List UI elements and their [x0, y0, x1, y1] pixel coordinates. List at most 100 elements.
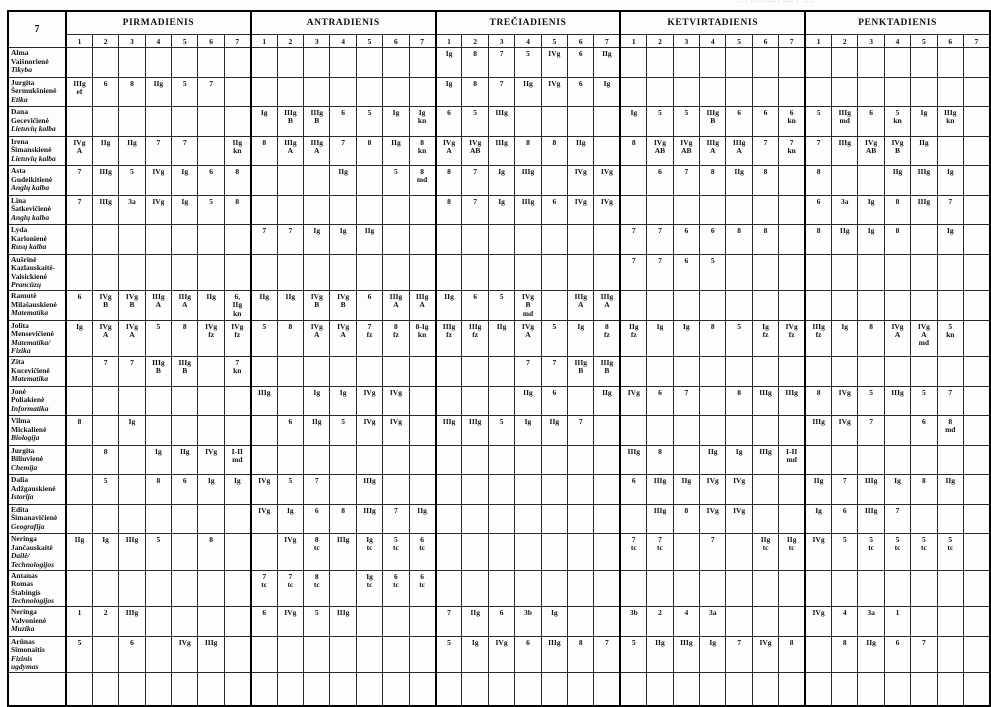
schedule-cell: 5: [487, 290, 516, 321]
schedule-cell: IIIg fz: [434, 319, 463, 357]
schedule-cell: 8 md: [408, 165, 437, 196]
schedule-cell: IIg: [567, 135, 595, 166]
schedule-cell: 8: [355, 135, 384, 166]
schedule-cell: [751, 194, 780, 225]
schedule-cell: [197, 253, 225, 291]
schedule-cell: 8: [197, 533, 225, 571]
teacher-name: Alma Vaišnorienė: [11, 48, 49, 66]
schedule-cell: [567, 533, 595, 571]
schedule-cell: IIIg: [197, 635, 225, 673]
schedule-cell: IIg: [408, 503, 437, 534]
teacher-name: Jonė Poliakienė: [11, 386, 45, 405]
schedule-cell: 8: [434, 194, 463, 225]
schedule-cell: [329, 194, 357, 225]
schedule-cell: 7: [567, 415, 595, 446]
period-header: 1: [804, 34, 833, 48]
schedule-cell: IVg A: [329, 319, 357, 357]
schedule-cell: 8: [831, 635, 859, 673]
schedule-cell: [936, 290, 964, 321]
schedule-cell: IVg fz: [778, 319, 806, 357]
schedule-cell: IIIg ef: [64, 76, 93, 107]
schedule-cell: IVg: [619, 385, 648, 416]
schedule-cell: [593, 474, 621, 505]
schedule-cell: [567, 253, 595, 291]
schedule-cell: [540, 569, 569, 607]
schedule-cell: 6: [646, 385, 674, 416]
schedule-cell: IIIg: [831, 135, 859, 166]
schedule-cell: [91, 253, 120, 291]
schedule-cell: Ig: [883, 474, 912, 505]
schedule-cell: IVg: [699, 503, 727, 534]
schedule-cell: IIIg B: [276, 106, 305, 137]
schedule-cell: IVg fz: [223, 319, 252, 357]
schedule-cell: [382, 194, 410, 225]
schedule-cell: IIIg: [857, 503, 885, 534]
schedule-cell: [540, 224, 569, 255]
schedule-cell: [382, 224, 410, 255]
schedule-cell: IIIg: [91, 165, 120, 196]
schedule-cell: IVg AB: [646, 135, 674, 166]
schedule-cell: [619, 503, 648, 534]
schedule-cell: [725, 533, 753, 571]
period-header: 5: [171, 34, 199, 48]
schedule-cell: [910, 253, 938, 291]
schedule-cell: [434, 444, 463, 475]
schedule-cell: 6: [831, 503, 859, 534]
schedule-cell: [382, 356, 410, 387]
schedule-cell: IIg: [804, 474, 833, 505]
schedule-cell: Ig: [249, 106, 278, 137]
schedule-cell: [329, 474, 357, 505]
schedule-cell: 6: [276, 415, 305, 446]
schedule-cell: [593, 503, 621, 534]
schedule-cell: [197, 503, 225, 534]
weekly-timetable: 7 PIRMADIENIS ANTRADIENIS TREČIADIENIS KETVI…: [7, 10, 991, 707]
schedule-cell: 5: [144, 319, 173, 357]
teacher-row: Irena Šimanskienė Lietuvių kalba IVg A IIg…: [7, 135, 991, 166]
schedule-cell: 7: [593, 635, 621, 673]
schedule-cell: Ig: [303, 385, 331, 416]
schedule-cell: IIIg: [329, 606, 357, 637]
schedule-cell: 6: [540, 385, 569, 416]
schedule-cell: [857, 290, 885, 321]
schedule-cell: 6: [672, 253, 701, 291]
schedule-cell: IIg: [831, 224, 859, 255]
period-header: 1: [434, 34, 463, 48]
schedule-cell: [118, 444, 146, 475]
teacher-name: Asta Gudeikitienė: [11, 166, 53, 184]
schedule-cell: [751, 569, 780, 607]
schedule-cell: [699, 76, 727, 107]
teacher-subject: Anglų kalba: [11, 183, 50, 193]
teacher-subject: Lietuvių kalba: [11, 153, 56, 163]
schedule-cell: Ig: [171, 194, 199, 225]
schedule-cell: [567, 606, 595, 637]
schedule-cell: [567, 672, 595, 707]
schedule-cell: 7: [672, 165, 701, 196]
schedule-cell: Ig: [804, 503, 833, 534]
period-header: 1: [249, 34, 278, 48]
schedule-cell: IIg: [197, 290, 225, 321]
schedule-cell: [276, 635, 305, 673]
schedule-cell: [778, 672, 806, 707]
schedule-cell: [593, 444, 621, 475]
schedule-cell: 6: [751, 106, 780, 137]
teacher-row: Aušrinė Kazlauskaitė- Vaisickienė Prancū…: [7, 253, 991, 291]
schedule-cell: 5: [434, 635, 463, 673]
schedule-cell: [725, 194, 753, 225]
period-header: 3: [487, 34, 516, 48]
schedule-cell: 5: [857, 385, 885, 416]
schedule-cell: 8: [725, 224, 753, 255]
schedule-cell: [408, 253, 437, 291]
schedule-cell: [540, 106, 569, 137]
schedule-cell: 6: [197, 165, 225, 196]
schedule-cell: IVg: [276, 533, 305, 571]
schedule-cell: 3b: [514, 606, 542, 637]
schedule-cell: [118, 672, 146, 707]
schedule-cell: Ig: [461, 635, 489, 673]
schedule-cell: [883, 569, 912, 607]
schedule-cell: [276, 194, 305, 225]
schedule-cell: [461, 385, 489, 416]
teacher-name: Antanas Romas Štabingis: [11, 570, 41, 597]
schedule-cell: IIIg: [355, 503, 384, 534]
schedule-cell: 5: [144, 533, 173, 571]
